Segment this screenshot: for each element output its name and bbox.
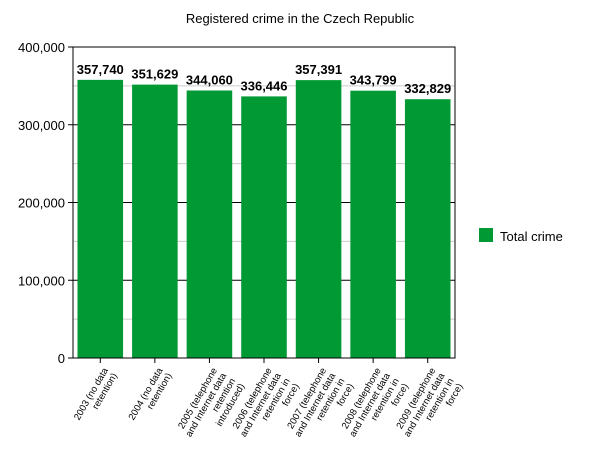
bar-2: [132, 84, 178, 358]
y-tick-label: 400,000: [18, 40, 65, 55]
bar-4: [241, 96, 287, 358]
bar-7: [404, 99, 451, 358]
y-tick-label: 100,000: [18, 273, 65, 288]
data-label: 332,829: [404, 81, 451, 96]
x-tick-label: 2007 (telephoneand Internet dataretentio…: [284, 365, 357, 449]
bar-1: [77, 79, 124, 358]
bar-5: [295, 80, 342, 359]
bar-3: [186, 90, 233, 358]
x-tick-label: 2008 (telephoneand Internet dataretentio…: [338, 365, 411, 449]
x-tick-label: 2004 (no dataretention): [127, 365, 175, 427]
y-tick-label: 200,000: [18, 196, 65, 211]
data-label: 351,629: [131, 67, 178, 82]
x-tick-label: 2005 (telephoneand Internet dataretentio…: [175, 365, 248, 449]
legend-swatch: [479, 228, 493, 242]
x-tick-label: 2006 (telephoneand Internet dataretentio…: [229, 365, 302, 449]
x-tick-label: 2009 (telephoneand Internet dataretentio…: [393, 365, 466, 449]
data-label: 336,446: [241, 78, 288, 93]
data-label: 357,740: [77, 62, 124, 77]
x-tick-label: 2003 (no dataretention): [72, 365, 120, 427]
y-tick-label: 0: [58, 351, 65, 366]
legend-label: Total crime: [500, 229, 563, 244]
chart-title: Registered crime in the Czech Republic: [186, 11, 415, 26]
bar-6: [350, 90, 396, 358]
data-label: 344,060: [186, 72, 233, 87]
data-label: 343,799: [350, 73, 397, 88]
data-label: 357,391: [295, 62, 342, 77]
y-tick-label: 300,000: [18, 118, 65, 133]
